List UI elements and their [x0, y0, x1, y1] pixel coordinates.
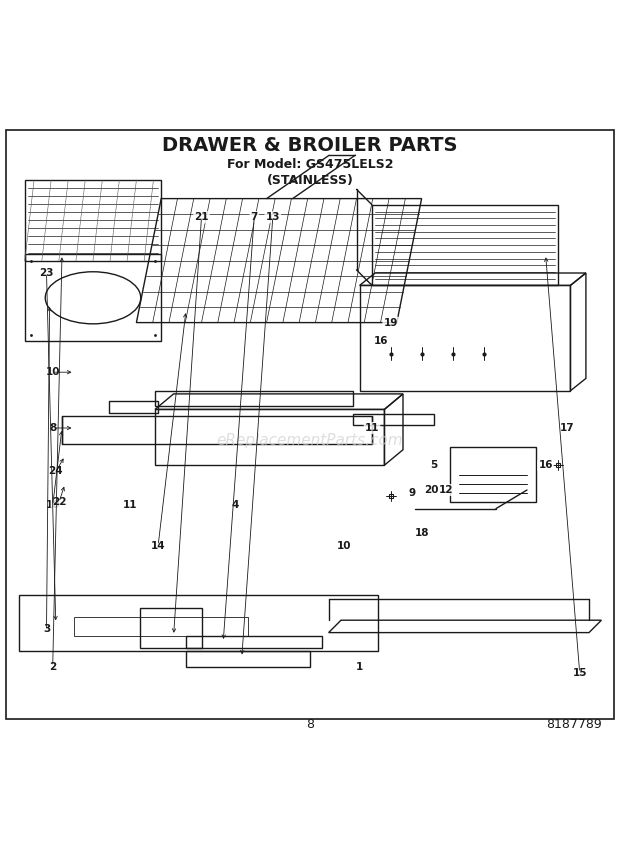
Text: 20: 20: [423, 485, 438, 495]
Bar: [450, 447, 536, 502]
Text: 11: 11: [123, 501, 138, 510]
Bar: [108, 401, 158, 413]
Text: eReplacementParts.com: eReplacementParts.com: [216, 433, 404, 448]
Text: 23: 23: [39, 268, 54, 278]
Text: 13: 13: [265, 212, 280, 223]
Text: (STAINLESS): (STAINLESS): [267, 174, 353, 187]
Text: 19: 19: [383, 318, 398, 328]
Bar: [372, 205, 558, 285]
Bar: [62, 416, 372, 443]
Bar: [155, 409, 384, 465]
Bar: [25, 180, 161, 260]
Text: 10: 10: [337, 541, 352, 550]
Text: 10: 10: [45, 501, 60, 510]
Text: 18: 18: [414, 528, 429, 538]
Bar: [140, 608, 202, 648]
Text: 10: 10: [45, 367, 60, 377]
Text: 2: 2: [49, 662, 56, 672]
Text: 17: 17: [560, 423, 575, 433]
Text: 11: 11: [365, 423, 379, 433]
Text: For Model: GS475LELS2: For Model: GS475LELS2: [227, 158, 393, 171]
Text: 15: 15: [572, 668, 587, 678]
Text: 16: 16: [538, 461, 553, 470]
Text: 12: 12: [439, 485, 454, 495]
Bar: [353, 413, 434, 425]
Text: 8: 8: [306, 718, 314, 731]
Text: 8187789: 8187789: [546, 718, 601, 731]
Text: 1: 1: [356, 662, 363, 672]
Text: 4: 4: [232, 501, 239, 510]
Bar: [360, 285, 570, 391]
Bar: [186, 636, 322, 648]
Text: 9: 9: [409, 488, 416, 498]
Bar: [25, 254, 161, 342]
Text: 24: 24: [48, 467, 63, 477]
Text: 14: 14: [151, 541, 166, 550]
Text: 22: 22: [51, 497, 66, 508]
Text: 5: 5: [430, 461, 438, 470]
Bar: [155, 391, 353, 407]
Text: DRAWER & BROILER PARTS: DRAWER & BROILER PARTS: [162, 136, 458, 156]
Text: 8: 8: [49, 423, 56, 433]
Text: 3: 3: [43, 625, 50, 634]
Bar: [74, 617, 248, 636]
Text: 21: 21: [194, 212, 209, 223]
Text: 16: 16: [374, 336, 389, 346]
Bar: [19, 596, 378, 651]
Bar: [186, 651, 310, 667]
Text: 7: 7: [250, 212, 258, 223]
